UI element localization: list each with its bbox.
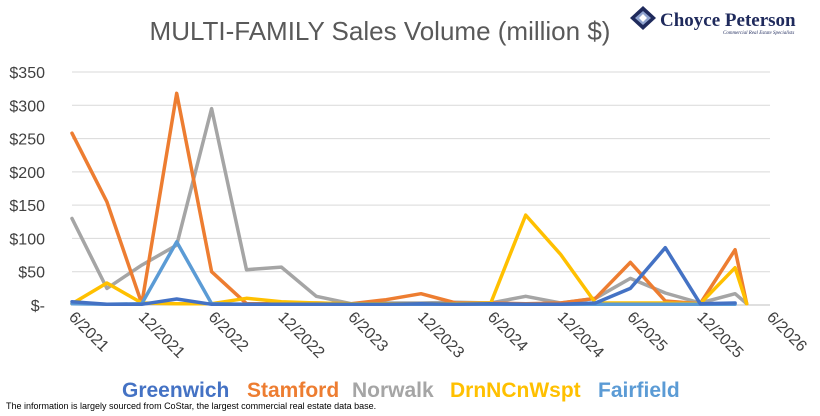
- series-lines: [70, 91, 749, 307]
- source-note: The information is largely sourced from …: [6, 401, 376, 411]
- company-logo: Choyce Peterson Commercial Real Estate S…: [630, 6, 796, 36]
- y-tick-label: $100: [9, 231, 45, 248]
- series-line-drnncnwspt: [70, 213, 749, 306]
- y-tick-label: $250: [9, 132, 45, 149]
- x-tick-label: 12/2023: [414, 309, 467, 362]
- series-line-stamford: [70, 91, 749, 306]
- legend: Greenwich Stamford Norwalk DrnNCnWspt Fairfi…: [122, 379, 680, 402]
- logo-diamond-icon: [630, 6, 656, 30]
- series-line-norwalk: [70, 106, 749, 306]
- y-tick-label: $350: [9, 65, 45, 82]
- x-tick-label: 12/2025: [693, 309, 746, 362]
- legend-item-fairfield: Fairfield: [598, 379, 680, 402]
- legend-item-drnncnwspt: DrnNCnWspt: [450, 379, 581, 402]
- legend-item-stamford: Stamford: [247, 379, 339, 402]
- y-axis-ticks: $- $50 $100 $150 $200 $250 $300 $350: [9, 65, 45, 315]
- x-tick-label: 6/2024: [484, 309, 531, 356]
- y-tick-label: $150: [9, 198, 45, 215]
- legend-item-norwalk: Norwalk: [352, 379, 434, 402]
- x-tick-label: 6/2026: [763, 309, 810, 356]
- x-tick-label: 6/2025: [624, 309, 671, 356]
- x-tick-label: 12/2022: [275, 309, 328, 362]
- logo-tagline: Commercial Real Estate Specialists: [723, 31, 794, 36]
- legend-item-greenwich: Greenwich: [122, 379, 229, 402]
- x-tick-label: 6/2022: [205, 309, 252, 356]
- x-tick-label: 12/2024: [554, 309, 607, 362]
- x-tick-label: 6/2023: [344, 309, 391, 356]
- y-tick-label: $200: [9, 165, 45, 182]
- x-tick-label: 12/2021: [135, 309, 188, 362]
- gridlines: [72, 71, 770, 306]
- series-line-greenwich: [70, 245, 737, 307]
- chart-title: MULTI-FAMILY Sales Volume (million $): [150, 16, 611, 46]
- x-tick-label: 6/2021: [65, 309, 112, 356]
- y-tick-label: $50: [18, 265, 45, 282]
- x-axis-ticks: 6/2021 12/2021 6/2022 12/2022 6/2023 12/2023 6…: [65, 309, 810, 362]
- logo-name: Choyce Peterson: [660, 10, 796, 31]
- y-tick-label: $300: [9, 98, 45, 115]
- y-tick-label: $-: [31, 298, 45, 315]
